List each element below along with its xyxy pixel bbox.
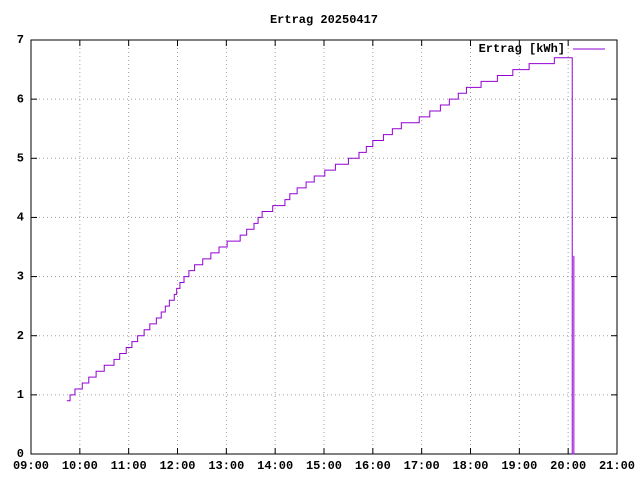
- y-tick-label: 4: [17, 211, 24, 225]
- y-tick-label: 0: [17, 447, 24, 461]
- plot-frame: [30, 39, 618, 455]
- x-tick-label: 16:00: [355, 459, 391, 473]
- x-tick-label: 21:00: [599, 459, 635, 473]
- x-tick-label: 11:00: [111, 459, 147, 473]
- x-tick-label: 15:00: [306, 459, 342, 473]
- y-tick-label: 7: [17, 33, 24, 47]
- x-tick-label: 13:00: [208, 459, 244, 473]
- x-tick-label: 14:00: [257, 459, 293, 473]
- y-tick-label: 3: [17, 270, 24, 284]
- data-line: [66, 57, 575, 455]
- x-tick-label: 17:00: [404, 459, 440, 473]
- y-tick-label: 1: [17, 388, 24, 402]
- y-tick-label: 6: [17, 92, 24, 106]
- chart-title: Ertrag 20250417: [270, 13, 378, 27]
- y-tick-label: 5: [17, 151, 24, 165]
- x-tick-label: 20:00: [550, 459, 586, 473]
- x-tick-label: 09:00: [13, 459, 49, 473]
- legend-label: Ertrag [kWh]: [479, 42, 565, 56]
- x-tick-label: 12:00: [159, 459, 195, 473]
- x-tick-label: 18:00: [452, 459, 488, 473]
- y-tick-label: 2: [17, 329, 24, 343]
- x-tick-label: 19:00: [501, 459, 537, 473]
- x-tick-label: 10:00: [62, 459, 98, 473]
